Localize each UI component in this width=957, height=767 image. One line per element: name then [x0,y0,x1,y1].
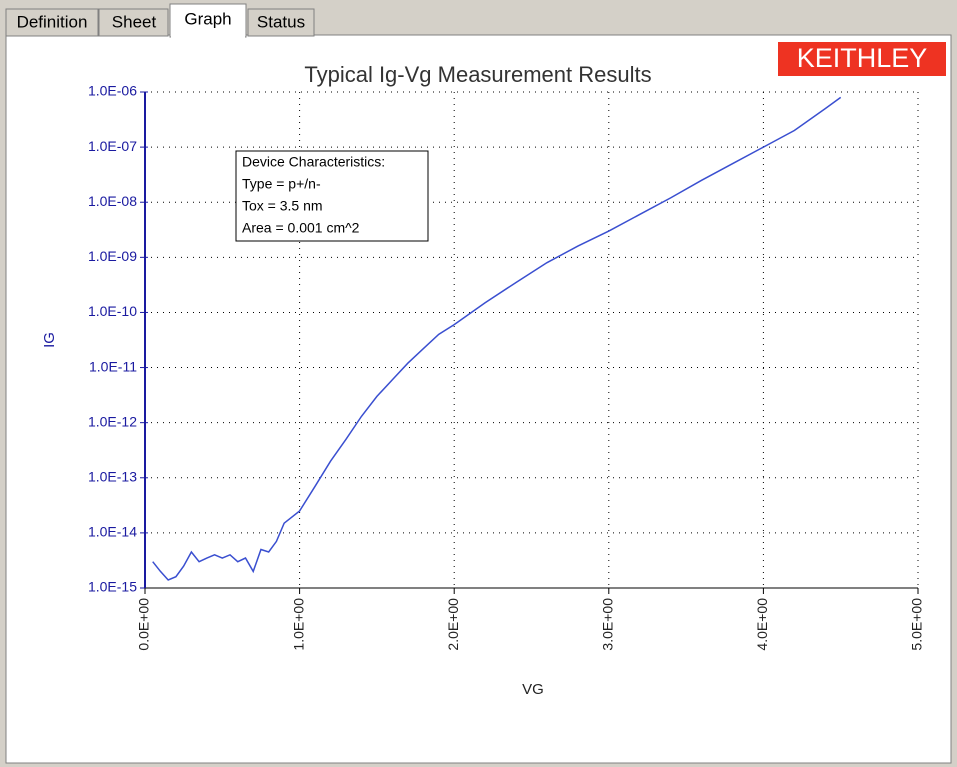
y-tick-label: 1.0E-13 [88,468,137,484]
tab[interactable]: Status [247,8,315,37]
y-tick-label: 1.0E-06 [88,83,137,99]
annotation: Area = 0.001 cm^2 [242,220,360,236]
y-tick-label: 1.0E-10 [88,303,137,319]
annotation: Device Characteristics: [242,154,385,170]
plot: 1.0E-15 1.0E-14 1.0E-13 1.0E-12 1.0E-11 1.0E-… [88,83,925,651]
y-tick-label: 1.0E-09 [88,248,137,264]
x-tick-label: 5.0E+00 [909,598,925,651]
tab-label[interactable]: Graph [184,9,231,28]
panel [5,34,952,764]
annotation: Tox = 3.5 nm [242,198,323,214]
tab-label[interactable]: Sheet [112,12,157,31]
tab-label[interactable]: Definition [17,12,88,31]
y-tick-label: 1.0E-15 [88,579,137,595]
x-axis-label: VG [522,681,544,698]
tab[interactable]: Definition [5,8,99,37]
y-tick-label: 1.0E-07 [88,138,137,154]
annotation-box [235,150,429,242]
tab-label[interactable]: Status [257,12,305,31]
x-tick-label: 3.0E+00 [600,598,616,651]
annotation: Type = p+/n- [242,176,321,192]
x-tick-label: 2.0E+00 [445,598,461,651]
y-tick-label: 1.0E-14 [88,524,137,540]
logo: KEITHLEY [797,43,928,73]
x-tick-label: 4.0E+00 [754,598,770,651]
logo-box [778,42,946,76]
y-axis-label: IG [41,332,58,348]
x-tick-label: 1.0E+00 [290,598,306,651]
y-tick-label: 1.0E-08 [88,193,137,209]
x-tick-label: 0.0E+00 [136,598,152,651]
tab[interactable]: Graph [169,3,247,38]
y-tick-label: 1.0E-11 [89,358,137,374]
chart-title: Typical Ig-Vg Measurement Results [304,62,651,87]
data-line [152,96,842,581]
y-tick-label: 1.0E-12 [88,413,137,429]
tab[interactable]: Sheet [98,8,169,37]
